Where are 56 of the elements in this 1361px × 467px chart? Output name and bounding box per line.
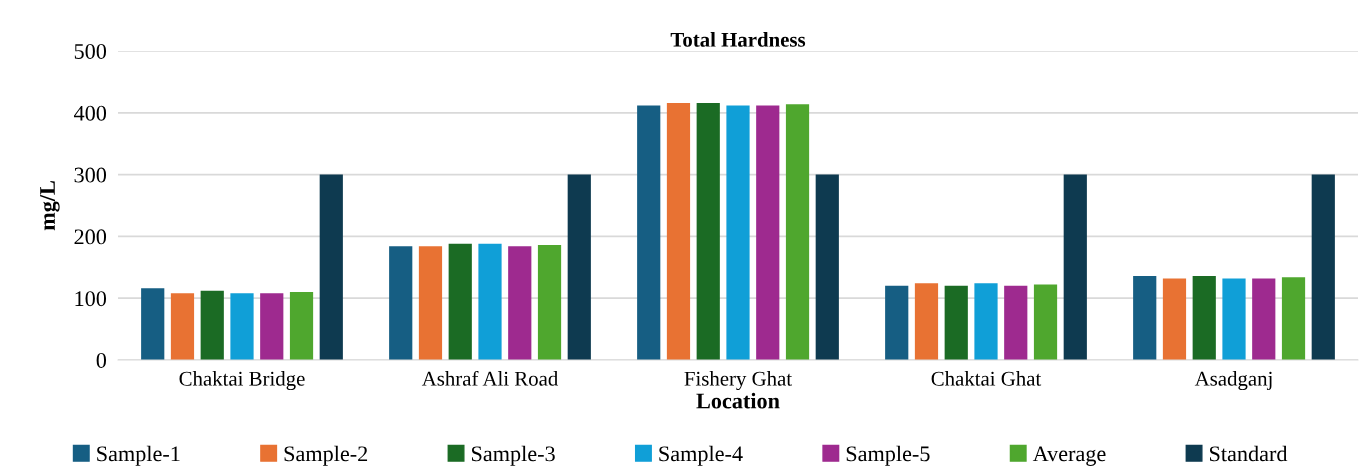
bar bbox=[885, 285, 909, 360]
bar bbox=[1281, 277, 1306, 360]
x-tick-label: Chaktai Bridge bbox=[179, 371, 305, 391]
bar bbox=[637, 105, 661, 360]
bar bbox=[815, 174, 839, 360]
x-axis-title: Location bbox=[696, 392, 780, 409]
legend-label: Average bbox=[1032, 446, 1106, 466]
bar bbox=[170, 293, 195, 360]
bar bbox=[1252, 278, 1276, 360]
legend-label: Sample-1 bbox=[97, 445, 180, 466]
bar bbox=[1162, 278, 1187, 360]
x-tick-label: Ashraf Ali Road bbox=[421, 370, 559, 386]
bar bbox=[785, 104, 810, 360]
bar bbox=[200, 290, 224, 360]
x-tick-label: Asadganj bbox=[1194, 371, 1272, 391]
bar bbox=[389, 246, 413, 360]
bar bbox=[666, 102, 691, 360]
bar bbox=[1004, 285, 1028, 360]
bar bbox=[1222, 278, 1246, 360]
bar bbox=[141, 288, 165, 360]
bar bbox=[1063, 174, 1087, 360]
y-tick-label: 300 bbox=[74, 167, 107, 183]
bar bbox=[1192, 275, 1216, 360]
bar bbox=[319, 174, 343, 360]
bar bbox=[914, 283, 939, 360]
bar bbox=[756, 105, 780, 360]
bar bbox=[1033, 284, 1058, 360]
bar bbox=[289, 292, 314, 360]
bar bbox=[448, 243, 472, 360]
bar bbox=[230, 293, 254, 360]
legend-label: Sample-4 bbox=[659, 445, 743, 466]
bar bbox=[418, 246, 443, 360]
y-tick-label: 0 bbox=[96, 352, 107, 368]
bar bbox=[1133, 275, 1157, 360]
bar bbox=[1311, 174, 1335, 360]
x-tick-label: Fishery Ghat bbox=[684, 371, 792, 391]
y-tick-label: 100 bbox=[75, 291, 107, 307]
bar bbox=[537, 245, 562, 360]
bar bbox=[944, 285, 968, 360]
y-tick-label: 200 bbox=[74, 229, 107, 245]
bar bbox=[726, 105, 750, 360]
bar bbox=[478, 243, 502, 360]
y-tick-label: 500 bbox=[74, 43, 107, 59]
bar bbox=[567, 174, 591, 360]
legend-label: Sample-3 bbox=[471, 445, 555, 466]
bar bbox=[696, 102, 720, 360]
legend-label: Sample-5 bbox=[846, 445, 930, 466]
chart-title: Total Hardness bbox=[670, 32, 806, 47]
bar bbox=[974, 283, 998, 360]
legend-label: Standard bbox=[1210, 445, 1288, 462]
y-axis-title: mg/L bbox=[40, 181, 60, 231]
legend-label: Sample-2 bbox=[284, 445, 368, 466]
bar bbox=[508, 246, 532, 360]
y-tick-label: 400 bbox=[73, 105, 107, 121]
x-tick-label: Chaktai Ghat bbox=[931, 371, 1042, 386]
bar bbox=[260, 293, 284, 360]
